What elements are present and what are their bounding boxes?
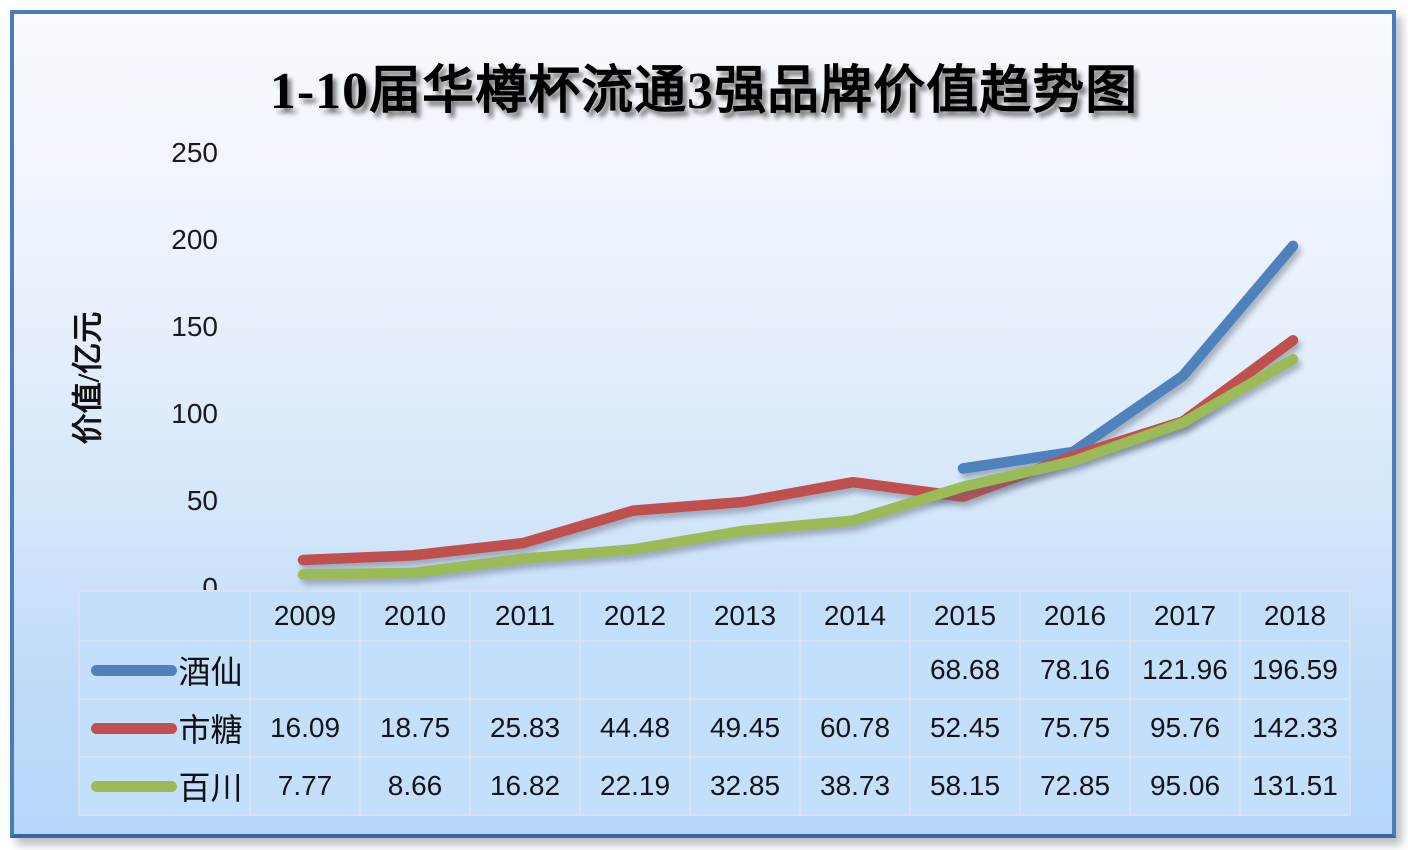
year-header: 2013 (689, 590, 801, 642)
table-cell: 142.33 (1239, 698, 1351, 758)
y-tick-label: 150 (171, 311, 218, 342)
table-cell: 52.45 (909, 698, 1021, 758)
table-cell: 72.85 (1019, 756, 1131, 816)
legend-cell: 酒仙 (78, 640, 251, 700)
table-corner-cell (78, 590, 251, 642)
table-cell: 8.66 (359, 756, 471, 816)
year-header: 2014 (799, 590, 911, 642)
table-cell (469, 640, 581, 700)
table-cell: 16.82 (469, 756, 581, 816)
table-cell: 60.78 (799, 698, 911, 758)
y-tick-label: 250 (171, 137, 218, 168)
table-cell: 121.96 (1129, 640, 1241, 700)
year-header: 2016 (1019, 590, 1131, 642)
table-header-row: 2009 2010 2011 2012 2013 2014 2015 2016 2017 2018 (78, 590, 1351, 642)
year-header: 2017 (1129, 590, 1241, 642)
table-cell: 75.75 (1019, 698, 1131, 758)
table-cell: 7.77 (249, 756, 361, 816)
table-cell (689, 640, 801, 700)
legend-cell: 市糖 (78, 698, 251, 758)
table-row: 百川 7.77 8.66 16.82 22.19 32.85 38.73 58.15 72.85… (78, 756, 1351, 816)
series-line (297, 353, 1299, 580)
table-cell: 131.51 (1239, 756, 1351, 816)
table-cell: 68.68 (909, 640, 1021, 700)
series-name-label: 市糖 (178, 712, 243, 748)
year-header: 2012 (579, 590, 691, 642)
table-cell (359, 640, 471, 700)
table-cell (799, 640, 911, 700)
table-cell: 25.83 (469, 698, 581, 758)
table-cell: 16.09 (249, 698, 361, 758)
table-cell: 44.48 (579, 698, 691, 758)
table-cell: 196.59 (1239, 640, 1351, 700)
y-tick-label: 100 (171, 398, 218, 429)
table-row: 市糖 16.09 18.75 25.83 44.48 49.45 60.78 52.45 75.… (78, 698, 1351, 758)
table-cell: 95.06 (1129, 756, 1241, 816)
year-header: 2011 (469, 590, 581, 642)
series-line (957, 240, 1299, 474)
year-header: 2015 (909, 590, 1021, 642)
y-tick-label: 200 (171, 224, 218, 255)
table-cell: 18.75 (359, 698, 471, 758)
year-header: 2009 (249, 590, 361, 642)
table-cell: 95.76 (1129, 698, 1241, 758)
table-cell: 49.45 (689, 698, 801, 758)
legend-line-swatch (91, 780, 178, 792)
series-name-label: 百川 (178, 770, 243, 806)
legend-cell: 百川 (78, 756, 251, 816)
data-table: 2009 2010 2011 2012 2013 2014 2015 2016 2017 2018… (78, 590, 1351, 816)
year-header: 2018 (1239, 590, 1351, 642)
legend-line-swatch (91, 722, 178, 734)
table-cell (249, 640, 361, 700)
table-cell: 78.16 (1019, 640, 1131, 700)
chart-title: 1-10届华樽杯流通3强品牌价值趋势图 (269, 63, 1139, 120)
table-cell: 22.19 (579, 756, 691, 816)
y-tick-label: 50 (186, 485, 218, 516)
legend-line-swatch (91, 664, 178, 676)
table-cell (579, 640, 691, 700)
table-cell: 58.15 (909, 756, 1021, 816)
year-header: 2010 (359, 590, 471, 642)
table-cell: 38.73 (799, 756, 911, 816)
table-cell: 32.85 (689, 756, 801, 816)
table-row: 酒仙 68.68 78.16 121.96 196.59 (78, 640, 1351, 700)
series-name-label: 酒仙 (178, 654, 243, 690)
